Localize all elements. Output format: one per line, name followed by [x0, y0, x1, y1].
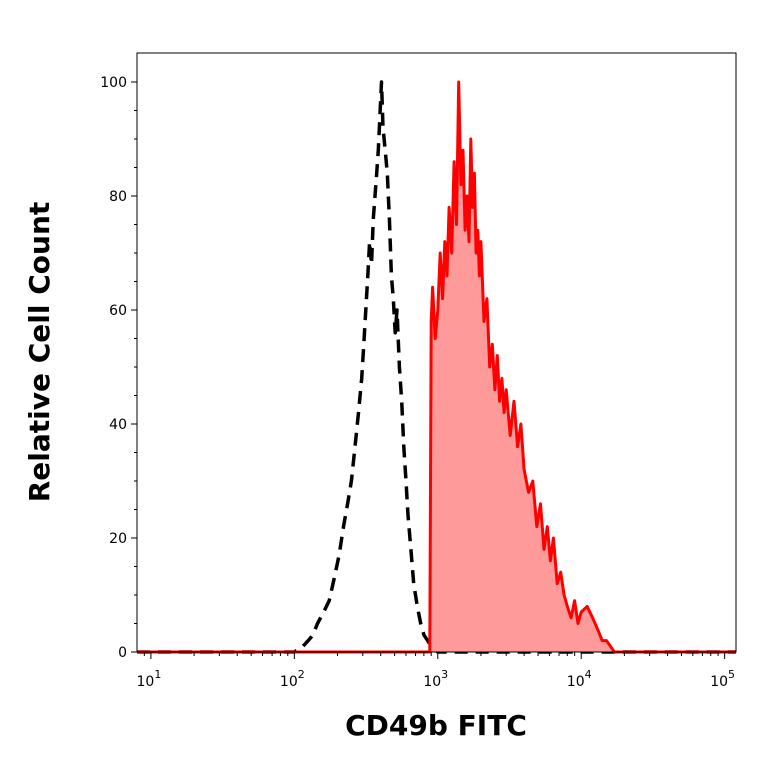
- plot-area: [137, 80, 736, 654]
- plot-frame: [136, 52, 737, 653]
- y-tick-label: 40: [109, 417, 127, 433]
- y-tick-label: 0: [118, 645, 127, 661]
- series-line-0: [137, 80, 736, 654]
- y-axis-title: Relative Cell Count: [23, 202, 56, 503]
- y-tick-label: 20: [109, 531, 127, 547]
- series-line-1: [137, 80, 736, 654]
- x-axis-title: CD49b FITC: [345, 709, 527, 742]
- series-fill-1: [137, 82, 736, 652]
- y-tick-label: 60: [109, 303, 127, 319]
- y-tick-label: 100: [100, 75, 127, 91]
- y-tick-label: 80: [109, 189, 127, 205]
